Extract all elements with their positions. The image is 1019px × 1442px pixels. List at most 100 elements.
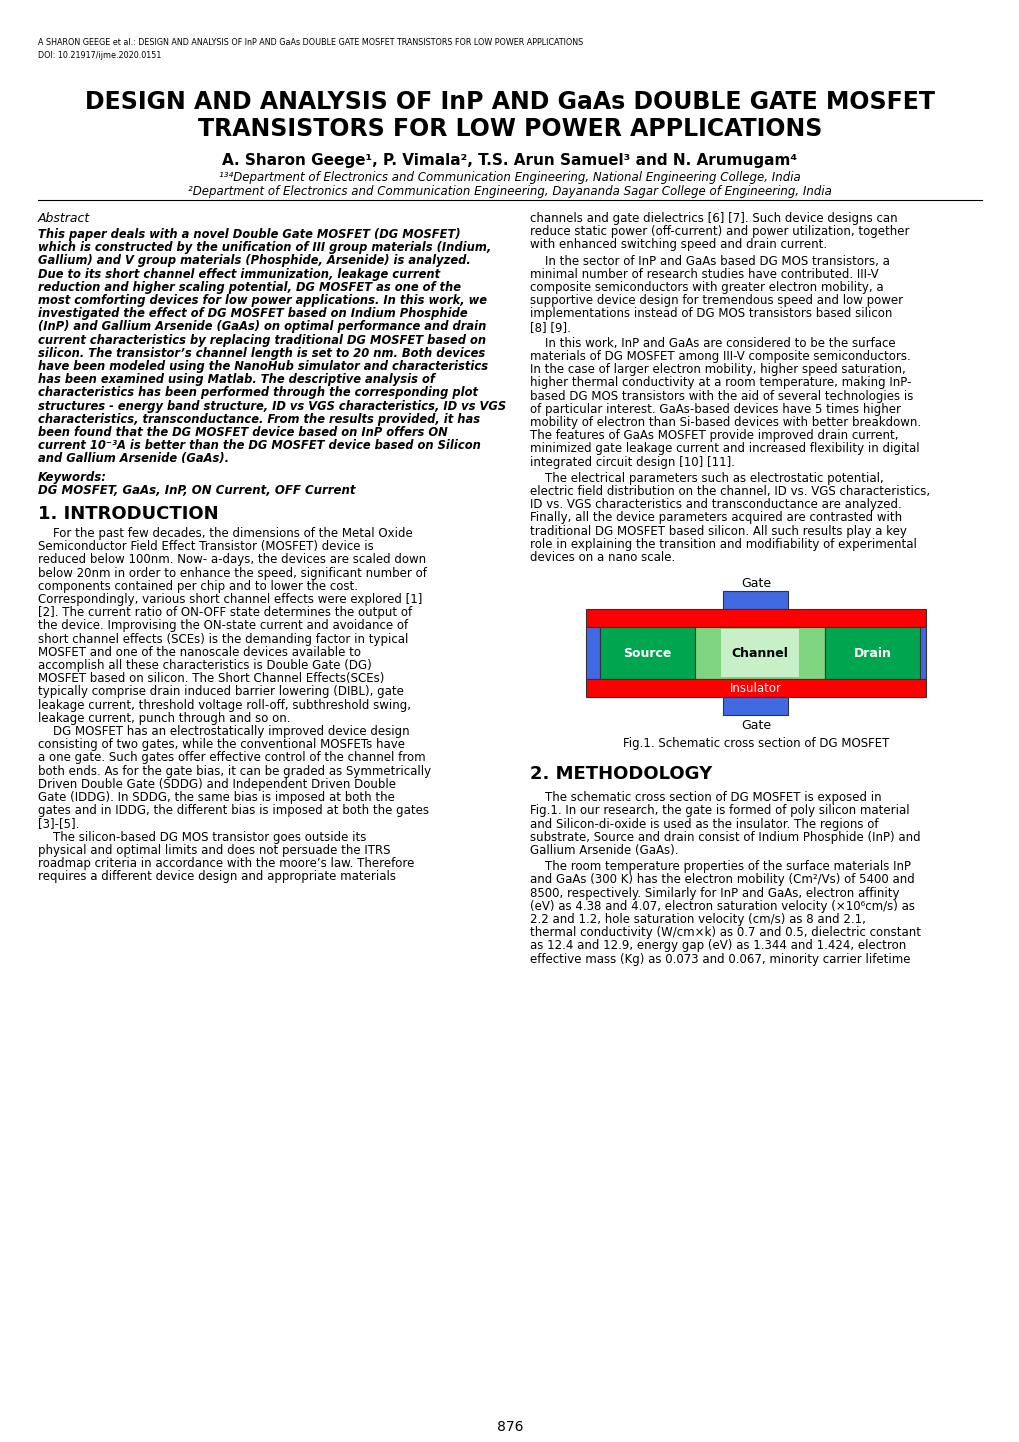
Text: 876: 876 bbox=[496, 1420, 523, 1433]
Text: effective mass (Kg) as 0.073 and 0.067, minority carrier lifetime: effective mass (Kg) as 0.073 and 0.067, … bbox=[530, 953, 910, 966]
Text: Driven Double Gate (SDDG) and Independent Driven Double: Driven Double Gate (SDDG) and Independen… bbox=[38, 777, 395, 790]
Text: DESIGN AND ANALYSIS OF InP AND GaAs DOUBLE GATE MOSFET: DESIGN AND ANALYSIS OF InP AND GaAs DOUB… bbox=[85, 89, 934, 114]
Text: MOSFET based on silicon. The Short Channel Effects(SCEs): MOSFET based on silicon. The Short Chann… bbox=[38, 672, 384, 685]
Text: Fig.1. Schematic cross section of DG MOSFET: Fig.1. Schematic cross section of DG MOS… bbox=[623, 737, 889, 750]
Text: Correspondingly, various short channel effects were explored [1]: Correspondingly, various short channel e… bbox=[38, 593, 422, 606]
Text: MOSFET and one of the nanoscale devices available to: MOSFET and one of the nanoscale devices … bbox=[38, 646, 361, 659]
Text: composite semiconductors with greater electron mobility, a: composite semiconductors with greater el… bbox=[530, 281, 882, 294]
Text: Drain: Drain bbox=[853, 646, 891, 659]
Text: leakage current, punch through and so on.: leakage current, punch through and so on… bbox=[38, 712, 290, 725]
Text: DG MOSFET, GaAs, InP, ON Current, OFF Current: DG MOSFET, GaAs, InP, ON Current, OFF Cu… bbox=[38, 485, 356, 497]
Text: The schematic cross section of DG MOSFET is exposed in: The schematic cross section of DG MOSFET… bbox=[530, 792, 880, 805]
Text: have been modeled using the NanoHub simulator and characteristics: have been modeled using the NanoHub simu… bbox=[38, 360, 488, 373]
Text: with enhanced switching speed and drain current.: with enhanced switching speed and drain … bbox=[530, 238, 826, 251]
Bar bbox=[599, 627, 694, 679]
Text: Channel: Channel bbox=[731, 646, 788, 659]
Text: This paper deals with a novel Double Gate MOSFET (DG MOSFET): This paper deals with a novel Double Gat… bbox=[38, 228, 461, 241]
Text: reduce static power (off-current) and power utilization, together: reduce static power (off-current) and po… bbox=[530, 225, 909, 238]
Text: implementations instead of DG MOS transistors based silicon: implementations instead of DG MOS transi… bbox=[530, 307, 892, 320]
Text: reduction and higher scaling potential, DG MOSFET as one of the: reduction and higher scaling potential, … bbox=[38, 281, 461, 294]
Text: [3]-[5].: [3]-[5]. bbox=[38, 818, 79, 831]
Text: roadmap criteria in accordance with the moore’s law. Therefore: roadmap criteria in accordance with the … bbox=[38, 857, 414, 870]
Bar bbox=[720, 629, 798, 678]
Text: Gallium Arsenide (GaAs).: Gallium Arsenide (GaAs). bbox=[530, 844, 678, 857]
Text: supportive device design for tremendous speed and low power: supportive device design for tremendous … bbox=[530, 294, 902, 307]
Text: role in explaining the transition and modifiability of experimental: role in explaining the transition and mo… bbox=[530, 538, 916, 551]
Text: accomplish all these characteristics is Double Gate (DG): accomplish all these characteristics is … bbox=[38, 659, 371, 672]
Text: Keywords:: Keywords: bbox=[38, 470, 107, 483]
Text: 2.2 and 1.2, hole saturation velocity (cm/s) as 8 and 2.1,: 2.2 and 1.2, hole saturation velocity (c… bbox=[530, 913, 865, 926]
Text: Source: Source bbox=[623, 646, 672, 659]
Text: substrate, Source and drain consist of Indium Phosphide (InP) and: substrate, Source and drain consist of I… bbox=[530, 831, 920, 844]
Text: materials of DG MOSFET among III-V composite semiconductors.: materials of DG MOSFET among III-V compo… bbox=[530, 350, 910, 363]
Text: has been examined using Matlab. The descriptive analysis of: has been examined using Matlab. The desc… bbox=[38, 373, 434, 386]
Text: 2. METHODOLOGY: 2. METHODOLOGY bbox=[530, 766, 711, 783]
Text: In the case of larger electron mobility, higher speed saturation,: In the case of larger electron mobility,… bbox=[530, 363, 905, 376]
Text: The silicon-based DG MOS transistor goes outside its: The silicon-based DG MOS transistor goes… bbox=[38, 831, 366, 844]
Text: channels and gate dielectrics [6] [7]. Such device designs can: channels and gate dielectrics [6] [7]. S… bbox=[530, 212, 897, 225]
Text: TRANSISTORS FOR LOW POWER APPLICATIONS: TRANSISTORS FOR LOW POWER APPLICATIONS bbox=[198, 117, 821, 141]
Text: The features of GaAs MOSFET provide improved drain current,: The features of GaAs MOSFET provide impr… bbox=[530, 430, 898, 443]
Text: [8] [9].: [8] [9]. bbox=[530, 320, 571, 333]
Text: traditional DG MOSFET based silicon. All such results play a key: traditional DG MOSFET based silicon. All… bbox=[530, 525, 906, 538]
Text: ID vs. VGS characteristics and transconductance are analyzed.: ID vs. VGS characteristics and transcond… bbox=[530, 497, 901, 512]
Text: Gallium) and V group materials (Phosphide, Arsenide) is analyzed.: Gallium) and V group materials (Phosphid… bbox=[38, 254, 471, 267]
Text: and Gallium Arsenide (GaAs).: and Gallium Arsenide (GaAs). bbox=[38, 453, 229, 466]
Text: [2]. The current ratio of ON-OFF state determines the output of: [2]. The current ratio of ON-OFF state d… bbox=[38, 606, 412, 619]
Bar bbox=[722, 591, 788, 609]
Text: Abstract: Abstract bbox=[38, 212, 90, 225]
Text: For the past few decades, the dimensions of the Metal Oxide: For the past few decades, the dimensions… bbox=[38, 526, 413, 539]
Text: ²Department of Electronics and Communication Engineering, Dayananda Sagar Colleg: ²Department of Electronics and Communica… bbox=[187, 185, 832, 198]
Text: 1. INTRODUCTION: 1. INTRODUCTION bbox=[38, 505, 218, 523]
Text: physical and optimal limits and does not persuade the ITRS: physical and optimal limits and does not… bbox=[38, 844, 390, 857]
Bar bbox=[824, 627, 919, 679]
Text: Finally, all the device parameters acquired are contrasted with: Finally, all the device parameters acqui… bbox=[530, 512, 901, 525]
Text: electric field distribution on the channel, ID vs. VGS characteristics,: electric field distribution on the chann… bbox=[530, 485, 929, 497]
Text: which is constructed by the unification of III group materials (Indium,: which is constructed by the unification … bbox=[38, 241, 491, 254]
Text: and Silicon-di-oxide is used as the insulator. The regions of: and Silicon-di-oxide is used as the insu… bbox=[530, 818, 877, 831]
Text: consisting of two gates, while the conventional MOSFETs have: consisting of two gates, while the conve… bbox=[38, 738, 405, 751]
Text: a one gate. Such gates offer effective control of the channel from: a one gate. Such gates offer effective c… bbox=[38, 751, 425, 764]
Text: typically comprise drain induced barrier lowering (DIBL), gate: typically comprise drain induced barrier… bbox=[38, 685, 404, 698]
Text: thermal conductivity (W/cm×k) as 0.7 and 0.5, dielectric constant: thermal conductivity (W/cm×k) as 0.7 and… bbox=[530, 926, 920, 939]
Text: minimized gate leakage current and increased flexibility in digital: minimized gate leakage current and incre… bbox=[530, 443, 919, 456]
Bar bbox=[722, 696, 788, 715]
Text: short channel effects (SCEs) is the demanding factor in typical: short channel effects (SCEs) is the dema… bbox=[38, 633, 408, 646]
Text: Gate: Gate bbox=[740, 720, 770, 733]
Text: devices on a nano scale.: devices on a nano scale. bbox=[530, 551, 675, 564]
Text: The electrical parameters such as electrostatic potential,: The electrical parameters such as electr… bbox=[530, 472, 882, 485]
Text: and GaAs (300 K) has the electron mobility (Cm²/Vs) of 5400 and: and GaAs (300 K) has the electron mobili… bbox=[530, 874, 914, 887]
Text: DG MOSFET has an electrostatically improved device design: DG MOSFET has an electrostatically impro… bbox=[38, 725, 410, 738]
Text: silicon. The transistor’s channel length is set to 20 nm. Both devices: silicon. The transistor’s channel length… bbox=[38, 346, 485, 360]
Text: characteristics has been performed through the corresponding plot: characteristics has been performed throu… bbox=[38, 386, 478, 399]
Text: reduced below 100nm. Now- a-days, the devices are scaled down: reduced below 100nm. Now- a-days, the de… bbox=[38, 554, 426, 567]
Text: (InP) and Gallium Arsenide (GaAs) on optimal performance and drain: (InP) and Gallium Arsenide (GaAs) on opt… bbox=[38, 320, 486, 333]
Text: minimal number of research studies have contributed. III-V: minimal number of research studies have … bbox=[530, 268, 877, 281]
Text: In the sector of InP and GaAs based DG MOS transistors, a: In the sector of InP and GaAs based DG M… bbox=[530, 255, 889, 268]
Bar bbox=[586, 627, 599, 679]
Text: DOI: 10.21917/ijme.2020.0151: DOI: 10.21917/ijme.2020.0151 bbox=[38, 50, 161, 61]
Text: gates and in IDDG, the different bias is imposed at both the gates: gates and in IDDG, the different bias is… bbox=[38, 805, 429, 818]
Bar bbox=[911, 627, 925, 679]
Text: as 12.4 and 12.9, energy gap (eV) as 1.344 and 1.424, electron: as 12.4 and 12.9, energy gap (eV) as 1.3… bbox=[530, 939, 905, 952]
Bar bbox=[694, 627, 824, 679]
Text: (eV) as 4.38 and 4.07, electron saturation velocity (×10⁶cm/s) as: (eV) as 4.38 and 4.07, electron saturati… bbox=[530, 900, 914, 913]
Text: Semiconductor Field Effect Transistor (MOSFET) device is: Semiconductor Field Effect Transistor (M… bbox=[38, 541, 373, 554]
Text: Insulator: Insulator bbox=[730, 682, 782, 695]
Text: In this work, InP and GaAs are considered to be the surface: In this work, InP and GaAs are considere… bbox=[530, 337, 895, 350]
Text: integrated circuit design [10] [11].: integrated circuit design [10] [11]. bbox=[530, 456, 735, 469]
Text: Fig.1. In our research, the gate is formed of poly silicon material: Fig.1. In our research, the gate is form… bbox=[530, 805, 909, 818]
Text: 8500, respectively. Similarly for InP and GaAs, electron affinity: 8500, respectively. Similarly for InP an… bbox=[530, 887, 899, 900]
Text: the device. Improvising the ON-state current and avoidance of: the device. Improvising the ON-state cur… bbox=[38, 620, 408, 633]
Bar bbox=[586, 679, 925, 696]
Text: structures - energy band structure, ID vs VGS characteristics, ID vs VGS: structures - energy band structure, ID v… bbox=[38, 399, 505, 412]
Text: both ends. As for the gate bias, it can be graded as Symmetrically: both ends. As for the gate bias, it can … bbox=[38, 764, 431, 777]
Text: investigated the effect of DG MOSFET based on Indium Phosphide: investigated the effect of DG MOSFET bas… bbox=[38, 307, 467, 320]
Text: requires a different device design and appropriate materials: requires a different device design and a… bbox=[38, 870, 395, 883]
Text: most comforting devices for low power applications. In this work, we: most comforting devices for low power ap… bbox=[38, 294, 486, 307]
Text: mobility of electron than Si-based devices with better breakdown.: mobility of electron than Si-based devic… bbox=[530, 415, 920, 430]
Text: been found that the DG MOSFET device based on InP offers ON: been found that the DG MOSFET device bas… bbox=[38, 425, 447, 438]
Text: Gate (IDDG). In SDDG, the same bias is imposed at both the: Gate (IDDG). In SDDG, the same bias is i… bbox=[38, 792, 394, 805]
Text: characteristics, transconductance. From the results provided, it has: characteristics, transconductance. From … bbox=[38, 412, 480, 425]
Text: The room temperature properties of the surface materials InP: The room temperature properties of the s… bbox=[530, 861, 910, 874]
